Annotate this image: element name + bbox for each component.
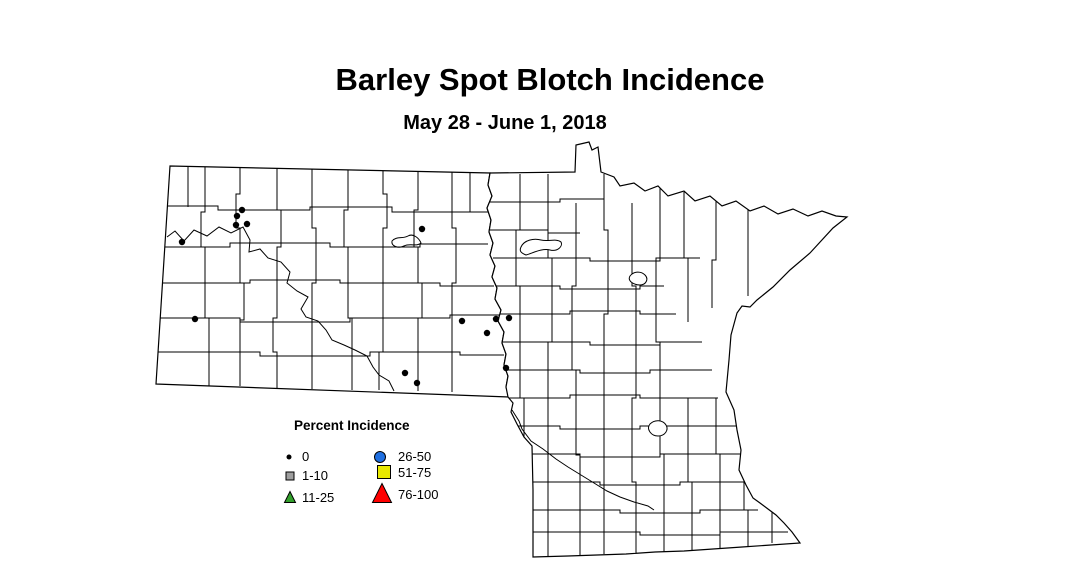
survey-data-point bbox=[232, 221, 240, 229]
legend-label-0: 0 bbox=[302, 449, 310, 464]
legend-label-26-50: 26-50 bbox=[398, 449, 432, 464]
legend-label-1-10: 1-10 bbox=[302, 468, 329, 483]
minnesota-county-lines bbox=[490, 174, 788, 557]
minnesota-outline bbox=[486, 141, 849, 558]
survey-data-point bbox=[458, 317, 466, 325]
survey-data-point bbox=[238, 206, 246, 214]
leech-lake bbox=[628, 271, 648, 286]
mille-lacs-lake bbox=[648, 420, 668, 437]
survey-data-point bbox=[191, 315, 199, 323]
legend: Percent Incidence 0 1-10 11-25 26-50 51-… bbox=[278, 414, 468, 519]
page-subtitle: May 28 - June 1, 2018 bbox=[403, 112, 607, 134]
legend-symbol-blue-circle-icon bbox=[369, 446, 391, 468]
survey-data-point bbox=[243, 220, 251, 228]
legend-label-11-25: 11-25 bbox=[302, 490, 335, 505]
legend-symbol-green-triangle-icon bbox=[279, 486, 301, 508]
page-title: Barley Spot Blotch Incidence bbox=[335, 62, 765, 97]
survey-data-point bbox=[401, 369, 409, 377]
survey-data-point bbox=[492, 315, 500, 323]
legend-label-76-100: 76-100 bbox=[398, 487, 439, 502]
legend-symbol-zero-dot-icon bbox=[278, 446, 300, 468]
legend-symbol-yellow-square-icon bbox=[373, 461, 395, 483]
minnesota-river bbox=[511, 409, 655, 511]
missouri-river bbox=[166, 226, 395, 392]
survey-data-point bbox=[233, 212, 241, 220]
survey-data-point bbox=[483, 329, 491, 337]
survey-data-point bbox=[178, 238, 186, 246]
survey-data-point bbox=[413, 379, 421, 387]
survey-data-point bbox=[502, 364, 510, 372]
data-points-layer bbox=[178, 206, 513, 387]
red-lake bbox=[519, 238, 562, 256]
legend-symbol-gray-square-icon bbox=[279, 465, 301, 487]
devils-lake bbox=[391, 234, 422, 248]
legend-label-51-75: 51-75 bbox=[398, 465, 432, 480]
survey-data-point bbox=[505, 314, 513, 322]
survey-data-point bbox=[418, 225, 426, 233]
legend-symbol-red-triangle-icon bbox=[371, 482, 393, 504]
legend-title: Percent Incidence bbox=[294, 418, 410, 433]
north-dakota-county-lines bbox=[156, 166, 504, 392]
